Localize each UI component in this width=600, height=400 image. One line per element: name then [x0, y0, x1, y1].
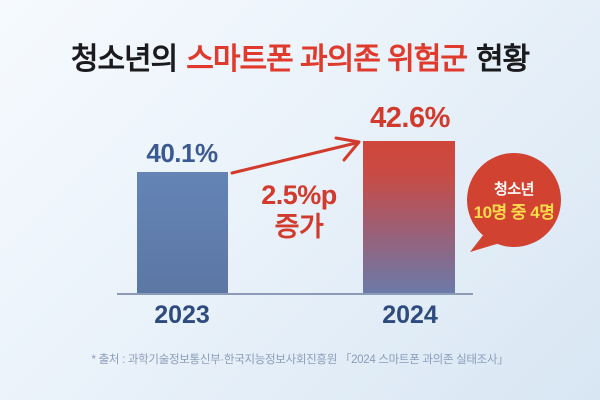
bar-2023: [137, 172, 228, 293]
bar-2024: [363, 141, 455, 293]
increase-arrow-icon: [230, 136, 361, 175]
increase-word: 증가: [274, 212, 324, 242]
title-suffix: 현황: [475, 43, 530, 76]
title-highlight: 스마트폰 과의존 위험군: [186, 43, 468, 76]
badge-line2: 10명 중 4명: [473, 203, 555, 222]
page-title: 청소년의 스마트폰 과의존 위험군 현황: [0, 34, 600, 78]
badge-line1: 청소년: [494, 181, 534, 198]
x-tick-2023: 2023: [154, 301, 210, 329]
ratio-badge: 청소년 10명 중 4명: [462, 150, 572, 260]
x-tick-2024: 2024: [382, 301, 438, 329]
bar-value-2023: 40.1%: [146, 138, 218, 168]
x-axis-line: [117, 293, 473, 295]
speech-bubble-icon: [467, 153, 561, 252]
increase-annotation: 2.5%p 증가: [238, 179, 360, 243]
source-footnote: * 출처 : 과학기술정보통신부·한국지능정보사회진흥원 「2024 스마트폰 …: [91, 354, 509, 366]
increase-value: 2.5%p: [261, 180, 337, 210]
title-prefix: 청소년의: [70, 43, 178, 76]
bar-value-2024: 42.6%: [370, 102, 450, 134]
